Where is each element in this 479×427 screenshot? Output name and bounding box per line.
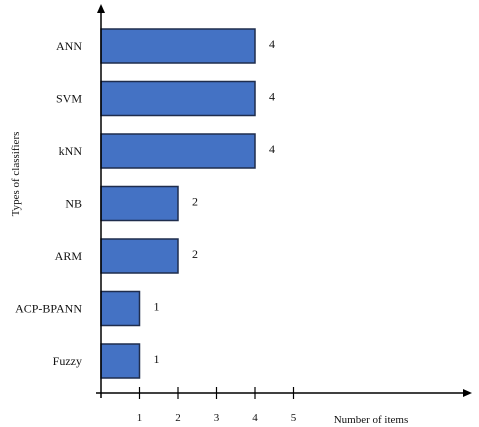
- axes: [96, 4, 472, 398]
- bar-fuzzy: [100, 343, 141, 379]
- x-axis-arrowhead: [463, 389, 472, 397]
- value-labels: 4 4 4 2 2 1 1: [154, 37, 276, 366]
- category-label-acp-bpann: ACP-BPANN: [15, 302, 82, 316]
- bar-arm: [100, 238, 179, 274]
- x-axis-label: Number of items: [334, 414, 409, 426]
- x-tick-label-3: 3: [214, 412, 220, 424]
- category-label-arm: ARM: [55, 249, 83, 263]
- x-tick-label-4: 4: [252, 412, 258, 424]
- bar-ann: [100, 28, 256, 64]
- value-label-nb: 2: [192, 195, 198, 209]
- x-tick-label-2: 2: [175, 412, 181, 424]
- value-label-acp-bpann: 1: [154, 300, 160, 314]
- bar-acp-bpann: [100, 290, 141, 327]
- category-labels: ANN SVM kNN NB ARM ACP-BPANN Fuzzy: [15, 39, 82, 368]
- value-label-svm: 4: [269, 90, 275, 104]
- category-label-svm: SVM: [56, 92, 82, 106]
- value-label-fuzzy: 1: [154, 352, 160, 366]
- bar-knn: [100, 133, 256, 169]
- y-axis-arrowhead: [97, 4, 105, 13]
- value-label-knn: 4: [269, 142, 275, 156]
- bars-group: [100, 28, 256, 379]
- value-label-arm: 2: [192, 247, 198, 261]
- category-label-nb: NB: [65, 197, 82, 211]
- category-label-knn: kNN: [59, 144, 83, 158]
- x-tick-label-5: 5: [291, 412, 297, 424]
- bar-svm: [100, 80, 256, 117]
- bar-nb: [100, 185, 179, 222]
- x-ticks: 1 2 3 4 5: [137, 387, 297, 424]
- category-label-ann: ANN: [56, 39, 82, 53]
- value-label-ann: 4: [269, 37, 275, 51]
- y-axis-label: Types of classifiers: [10, 132, 22, 217]
- x-tick-label-1: 1: [137, 412, 143, 424]
- category-label-fuzzy: Fuzzy: [53, 354, 82, 368]
